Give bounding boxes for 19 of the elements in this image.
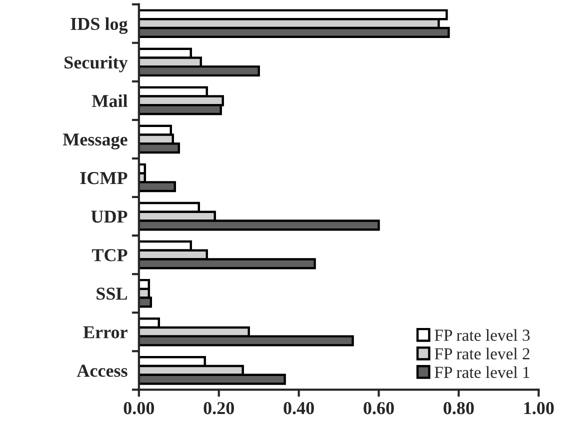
x-tick-label: 0.60 bbox=[364, 402, 394, 414]
legend-label: FP rate level 1 bbox=[434, 366, 530, 378]
y-tick-label: Message bbox=[62, 134, 128, 150]
y-tick-label: Access bbox=[76, 364, 128, 377]
legend-label: FP rate level 3 bbox=[434, 329, 530, 341]
y-tick-label: IDS log bbox=[70, 17, 128, 34]
legend-label: FP rate level 2 bbox=[434, 348, 530, 360]
x-tick-label: 0.80 bbox=[444, 402, 474, 414]
y-tick-label: ICMP bbox=[80, 172, 128, 184]
y-tick-label: UDP bbox=[91, 210, 128, 223]
y-tick-label: Security bbox=[64, 56, 128, 72]
y-tick-label: SSL bbox=[96, 288, 128, 300]
y-tick-label: TCP bbox=[92, 249, 128, 262]
x-tick-label: 0.40 bbox=[284, 402, 314, 414]
x-tick-label: 0.20 bbox=[204, 402, 234, 414]
x-tick-label: 0.00 bbox=[124, 402, 154, 414]
y-tick-label: Mail bbox=[92, 94, 128, 108]
y-tick-label: Error bbox=[83, 326, 128, 338]
x-tick-label: 1.00 bbox=[524, 402, 554, 414]
